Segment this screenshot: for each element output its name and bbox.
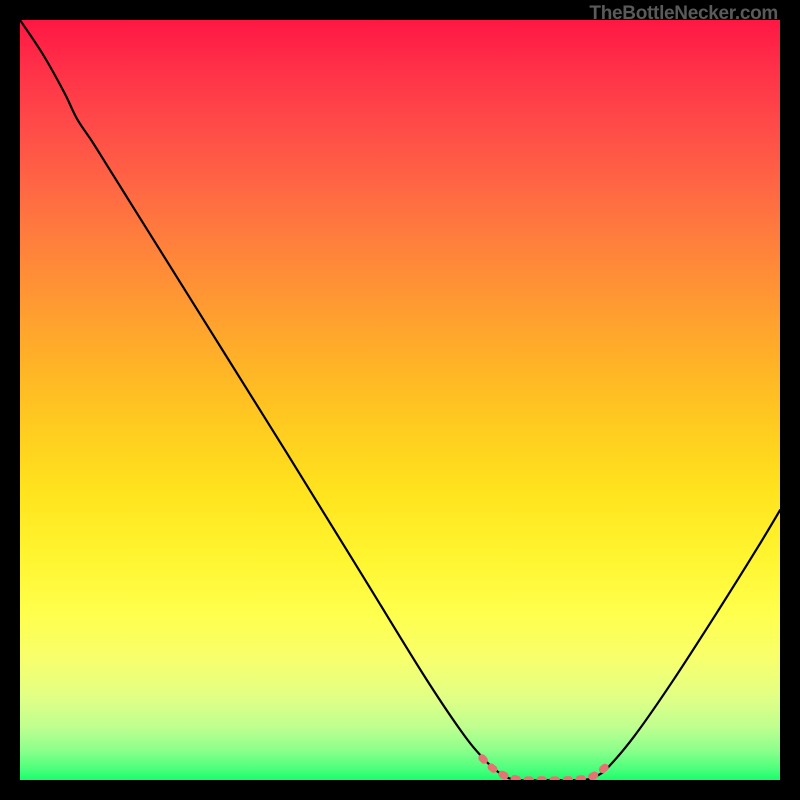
- chart-plot-area: [20, 20, 780, 780]
- optimal-range-marker: [482, 758, 611, 780]
- bottleneck-curve: [20, 20, 780, 780]
- watermark-text: TheBottleNecker.com: [589, 3, 778, 25]
- chart-curves: [20, 20, 780, 780]
